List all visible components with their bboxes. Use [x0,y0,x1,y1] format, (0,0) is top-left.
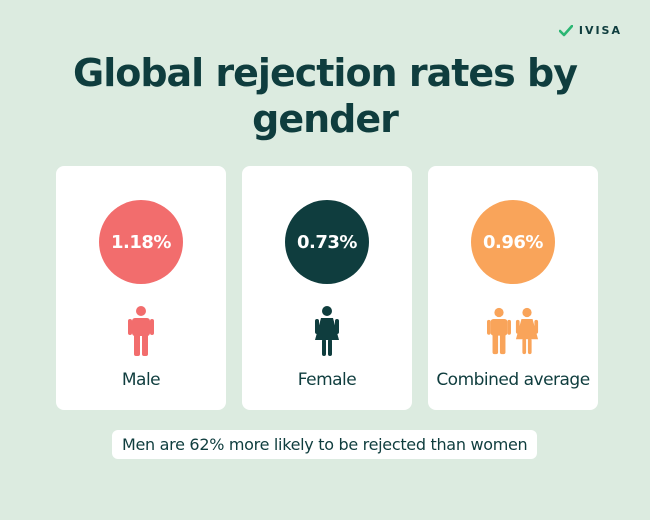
stat-card-combined: 0.96% Combined average [428,166,598,410]
rate-circle: 1.18% [99,200,183,284]
female-person-icon [515,307,539,355]
comparison-note: Men are 62% more likely to be rejected t… [112,430,538,459]
page-title: Global rejection rates by gender [73,51,578,141]
card-label: Combined average [436,370,590,390]
stat-card-female: 0.73% Female [242,166,412,410]
rate-circle: 0.73% [285,200,369,284]
stats-cards: 1.18% Male 0.73% Female [56,166,598,410]
brand-logo: IVISA [558,24,622,37]
figure-wrapper [242,306,412,356]
male-person-icon [128,306,154,356]
rate-circle: 0.96% [471,200,555,284]
card-label: Male [121,370,161,390]
couple-icon [428,306,598,356]
figure-wrapper [56,306,226,356]
card-label: Female [297,370,357,390]
female-person-icon [315,306,339,356]
brand-name: IVISA [578,24,622,37]
male-person-icon [487,307,511,355]
check-icon [558,24,573,36]
stat-card-male: 1.18% Male [56,166,226,410]
